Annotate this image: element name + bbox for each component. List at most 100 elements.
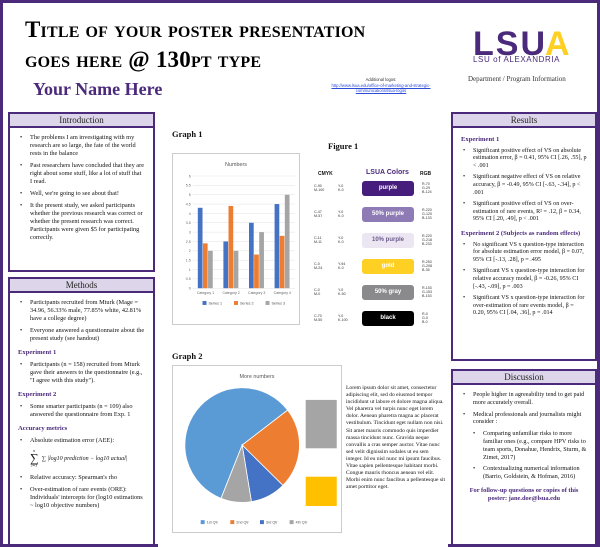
discussion-panel: Discussion People higher in agreeability…: [451, 369, 597, 546]
additional-logos-label: Additional logos:: [365, 77, 397, 82]
legend-swatch: [200, 520, 205, 525]
pie-slice: [220, 443, 252, 503]
formula: n ∑ i=1 ∑ |log10 prediction − log10 actu…: [30, 449, 145, 468]
cmyk-right-values: Y-0 K-50: [338, 288, 346, 297]
cmyk-right-values: Y-0 K-0: [338, 184, 344, 193]
stacked-bar-segment: [305, 448, 338, 477]
color-swatch: black: [362, 311, 414, 326]
legend-label: 3rd Qtr: [266, 521, 278, 525]
results-exp2-heading: Experiment 2 (Subjects as random effects…: [461, 229, 581, 237]
cmyk-right-values: Y-0 K-0: [338, 210, 344, 219]
legend-label: Series 1: [208, 301, 222, 305]
pie-chart-title: More numbers: [240, 374, 275, 380]
cmyk-label: CMYK: [318, 171, 333, 177]
additional-logos: Additional logos: http://www.lsua.edu/of…: [321, 77, 441, 94]
legend-swatch: [202, 301, 207, 305]
results-heading: Results: [453, 114, 595, 128]
y-tick-label: 0: [189, 287, 191, 291]
formula-n: n: [33, 448, 36, 453]
y-tick-label: 2.5: [186, 240, 191, 244]
results-exp2-list: No significant VS x question-type intera…: [461, 242, 587, 318]
rgb-values: R-70 G-29 B-124: [422, 182, 432, 195]
bar-chart-title: Numbers: [225, 162, 247, 168]
graph1-title: Graph 1: [172, 129, 203, 139]
bar: [284, 194, 290, 289]
methods-exp1-list: Participants (n = 158) recruited from Mt…: [18, 361, 145, 385]
y-tick-label: 3.5: [186, 221, 191, 225]
list-item: Significant VS x question-type interacti…: [461, 295, 587, 318]
cmyk-left-values: C-47 M-57: [314, 210, 323, 219]
lsua-logo: LSU A: [473, 25, 570, 63]
list-item: Significant VS x question-type interacti…: [461, 268, 587, 291]
results-panel: Results Experiment 1 Significant positiv…: [451, 112, 597, 361]
color-swatch: purple: [362, 181, 414, 196]
legend-swatch: [265, 301, 270, 305]
color-swatch: 50% purple: [362, 207, 414, 222]
author-name: Your Name Here: [33, 79, 163, 99]
bar: [274, 204, 280, 289]
formula-body: ∑ |log10 prediction − log10 actual|: [41, 455, 128, 462]
list-item: Past researchers have concluded that the…: [18, 162, 145, 186]
discussion-heading: Discussion: [453, 371, 595, 385]
pie-chart: More numbers 1st Qtr 2nd Qtr 3rd Qtr 4th Qtr: [172, 365, 342, 533]
list-item: Significant positive effect of VS on ove…: [461, 201, 587, 224]
cmyk-left-values: C-90 M-100: [314, 184, 325, 193]
logo-subtitle: LSU of ALEXANDRIA: [473, 55, 561, 64]
lorem-text: Lorem ipsum dolor sit amet, consectetur …: [346, 385, 446, 491]
poster-title: Title of your poster presentation goes h…: [25, 17, 366, 72]
legend-label: 2nd Qtr: [236, 521, 249, 525]
rgb-values: R-220 G-218 B-233: [422, 234, 432, 247]
svg-text:A: A: [545, 25, 570, 63]
methods-exp1-heading: Experiment 1: [18, 349, 57, 356]
list-item: Medical professionals and journalists mi…: [461, 411, 587, 427]
stacked-bar-segment: [305, 476, 338, 507]
list-item: The problems I am investigating with my …: [18, 134, 145, 158]
rgb-label: RGB: [420, 171, 432, 177]
cmyk-left-values: C-11 M-11: [314, 236, 322, 245]
accuracy-list-2: Relative accuracy: Spearman's rho Over-e…: [18, 474, 145, 510]
y-tick-label: 4.5: [186, 202, 191, 206]
cmyk-left-values: C-0 M-0: [314, 288, 321, 297]
discussion-list: People higher in agreeability tend to ge…: [461, 391, 587, 426]
list-item: Some smarter participants (n = 109) also…: [18, 403, 145, 419]
x-tick-label: Category 2: [222, 291, 239, 295]
cmyk-right-values: Y-94 K-0: [338, 262, 346, 271]
list-item: Everyone answered a questionnaire about …: [18, 327, 145, 343]
legend-label: 1st Qtr: [207, 521, 219, 525]
legend-label: Series 3: [271, 301, 285, 305]
y-tick-label: 4: [189, 212, 191, 216]
x-tick-label: Category 4: [274, 291, 291, 295]
bar-chart: Numbers 0 0.5 1 1.5 2 2.5 3 3.5 4 4.5 5 5.5 6 Category…: [172, 153, 300, 325]
accuracy-item: Relative accuracy: Spearman's rho: [18, 474, 145, 482]
discussion-sublist: Comparing unfamiliar risks to more famil…: [461, 430, 587, 481]
rgb-values: R-0 G-0 B-0: [422, 312, 428, 325]
x-tick-label: Category 1: [197, 291, 214, 295]
pie-slice: [241, 409, 300, 486]
results-exp1-heading: Experiment 1: [461, 136, 500, 143]
accuracy-heading: Accuracy metrics: [18, 425, 68, 432]
methods-heading: Methods: [10, 279, 153, 293]
bar: [233, 250, 239, 289]
list-item: Participants (n = 158) recruited from Mt…: [18, 361, 145, 385]
introduction-list: The problems I am investigating with my …: [18, 134, 145, 242]
list-item: Participants recruited from Mturk (Mage …: [18, 299, 145, 323]
bar: [223, 241, 229, 289]
rgb-values: R-253 G-208 B-35: [422, 260, 432, 273]
list-item: No significant VS x question-type intera…: [461, 242, 587, 265]
bar: [259, 232, 264, 289]
logos-link[interactable]: http://www.lsua.edu/office-of-marketing-…: [331, 82, 431, 94]
list-item: Comparing unfamiliar risks to more famil…: [461, 430, 587, 461]
introduction-heading: Introduction: [10, 114, 153, 128]
results-exp1-list: Significant positive effect of VS on abs…: [461, 148, 587, 224]
center-column: Graph 1 Figure 1 Numbers 0 0.5 1 1.5 2 2.5 3 3.5…: [158, 113, 448, 547]
color-swatch: 50% gray: [362, 285, 414, 300]
y-tick-label: 5: [189, 193, 191, 197]
list-item: Significant negative effect of VS on rel…: [461, 174, 587, 197]
accuracy-item: Over-estimation of rare events (ORE): In…: [18, 486, 145, 510]
list-item: People higher in agreeability tend to ge…: [461, 391, 587, 407]
stacked-bar-segment: [305, 399, 338, 449]
formula-sum-symbol: ∑: [30, 451, 39, 465]
y-tick-label: 2: [189, 249, 191, 253]
y-tick-label: 6: [189, 174, 191, 178]
